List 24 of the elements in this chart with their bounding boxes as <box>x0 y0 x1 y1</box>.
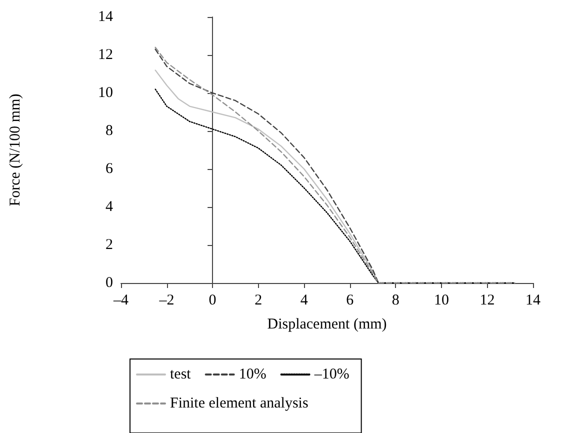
y-tick-label: 4 <box>106 199 114 215</box>
x-tick-label: –2 <box>158 292 174 308</box>
x-tick-label: 8 <box>392 292 400 308</box>
x-axis-title: Displacement (mm) <box>267 316 387 332</box>
y-axis-title: Force (N/100 mm) <box>8 94 24 206</box>
y-tick-label: 0 <box>106 275 113 291</box>
legend-label: Finite element analysis <box>170 396 308 412</box>
x-tick-label: 12 <box>480 292 495 308</box>
y-tick-label: 12 <box>98 47 113 63</box>
legend-label: 10% <box>238 366 266 382</box>
y-tick-label: 10 <box>98 85 113 101</box>
x-tick-label: 6 <box>346 292 354 308</box>
x-tick-label: 14 <box>526 292 541 308</box>
y-tick-label: 14 <box>98 9 114 25</box>
x-tick-label: 2 <box>254 292 262 308</box>
x-tick-label: 0 <box>208 292 216 308</box>
legend-label: test <box>170 366 192 382</box>
x-tick-label: 10 <box>434 292 449 308</box>
y-tick-label: 8 <box>106 123 113 139</box>
x-tick-label: –4 <box>112 292 129 308</box>
y-tick-label: 6 <box>106 161 114 177</box>
x-tick-label: 4 <box>300 292 308 308</box>
legend-label: –10% <box>313 366 350 382</box>
y-tick-label: 2 <box>106 237 113 253</box>
